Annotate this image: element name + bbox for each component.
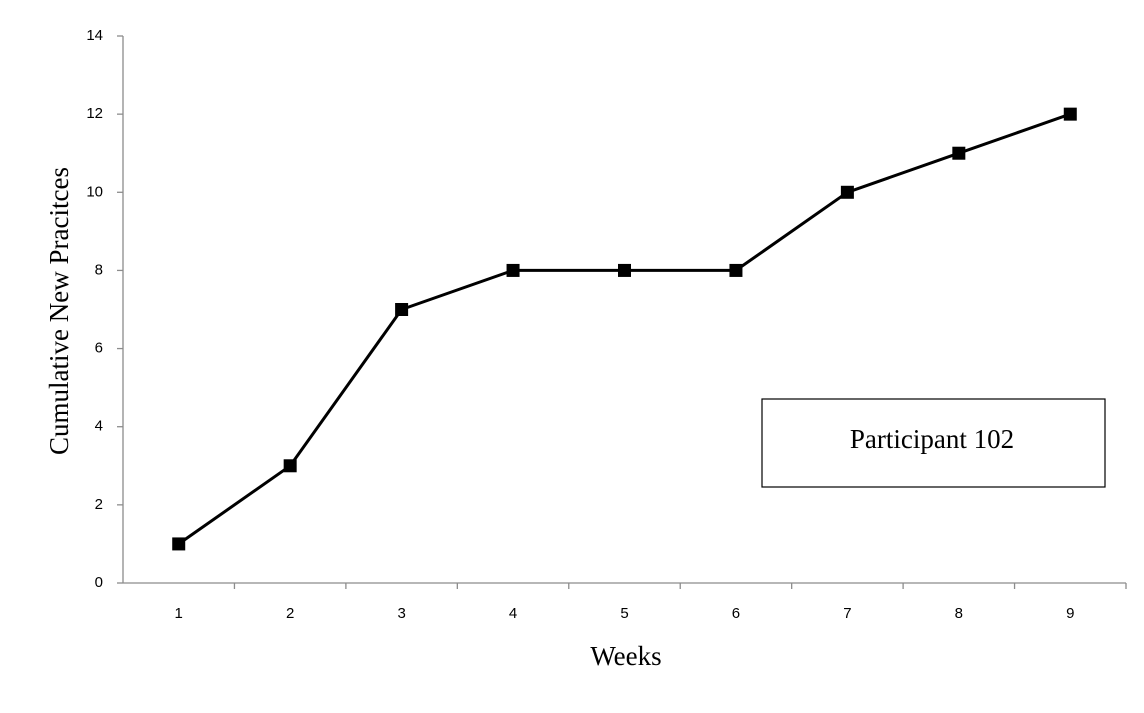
x-tick-label: 8	[955, 605, 963, 622]
x-tick-label: 3	[397, 605, 405, 622]
series-markers	[172, 107, 1077, 551]
data-point-marker	[506, 263, 520, 277]
y-tick-label: 2	[95, 496, 103, 513]
x-tick-label: 1	[175, 605, 183, 622]
annotation-label: Participant 102	[850, 424, 1014, 454]
y-tick-label: 0	[95, 574, 103, 591]
data-point-marker	[1063, 107, 1077, 121]
y-tick-label: 10	[86, 183, 103, 200]
annotation-box: Participant 102	[761, 398, 1106, 488]
y-axis-ticks: 0 2 4 6 8 10 12 14	[86, 27, 123, 591]
x-axis-title: Weeks	[590, 641, 661, 671]
x-tick-label: 4	[509, 605, 517, 622]
y-tick-label: 12	[86, 105, 103, 122]
data-point-marker	[729, 263, 743, 277]
x-tick-label: 6	[732, 605, 740, 622]
data-point-marker	[618, 263, 631, 277]
data-point-marker	[283, 459, 297, 473]
data-point-marker	[172, 537, 186, 551]
data-point-marker	[952, 146, 966, 160]
x-tick-label: 2	[286, 605, 294, 622]
y-axis-title: Cumulative New Pracitces	[44, 167, 74, 455]
y-tick-label: 4	[95, 418, 103, 435]
x-axis-ticks: 1 2 3 4 5 6 7 8 9	[175, 583, 1127, 622]
x-tick-label: 7	[843, 605, 851, 622]
data-point-marker	[395, 303, 409, 316]
data-point-marker	[840, 185, 854, 199]
x-tick-label: 5	[620, 605, 628, 622]
y-tick-label: 14	[86, 27, 103, 44]
x-tick-label: 9	[1066, 605, 1074, 622]
y-tick-label: 6	[95, 340, 103, 357]
y-tick-label: 8	[95, 261, 103, 278]
axes	[122, 36, 1126, 584]
